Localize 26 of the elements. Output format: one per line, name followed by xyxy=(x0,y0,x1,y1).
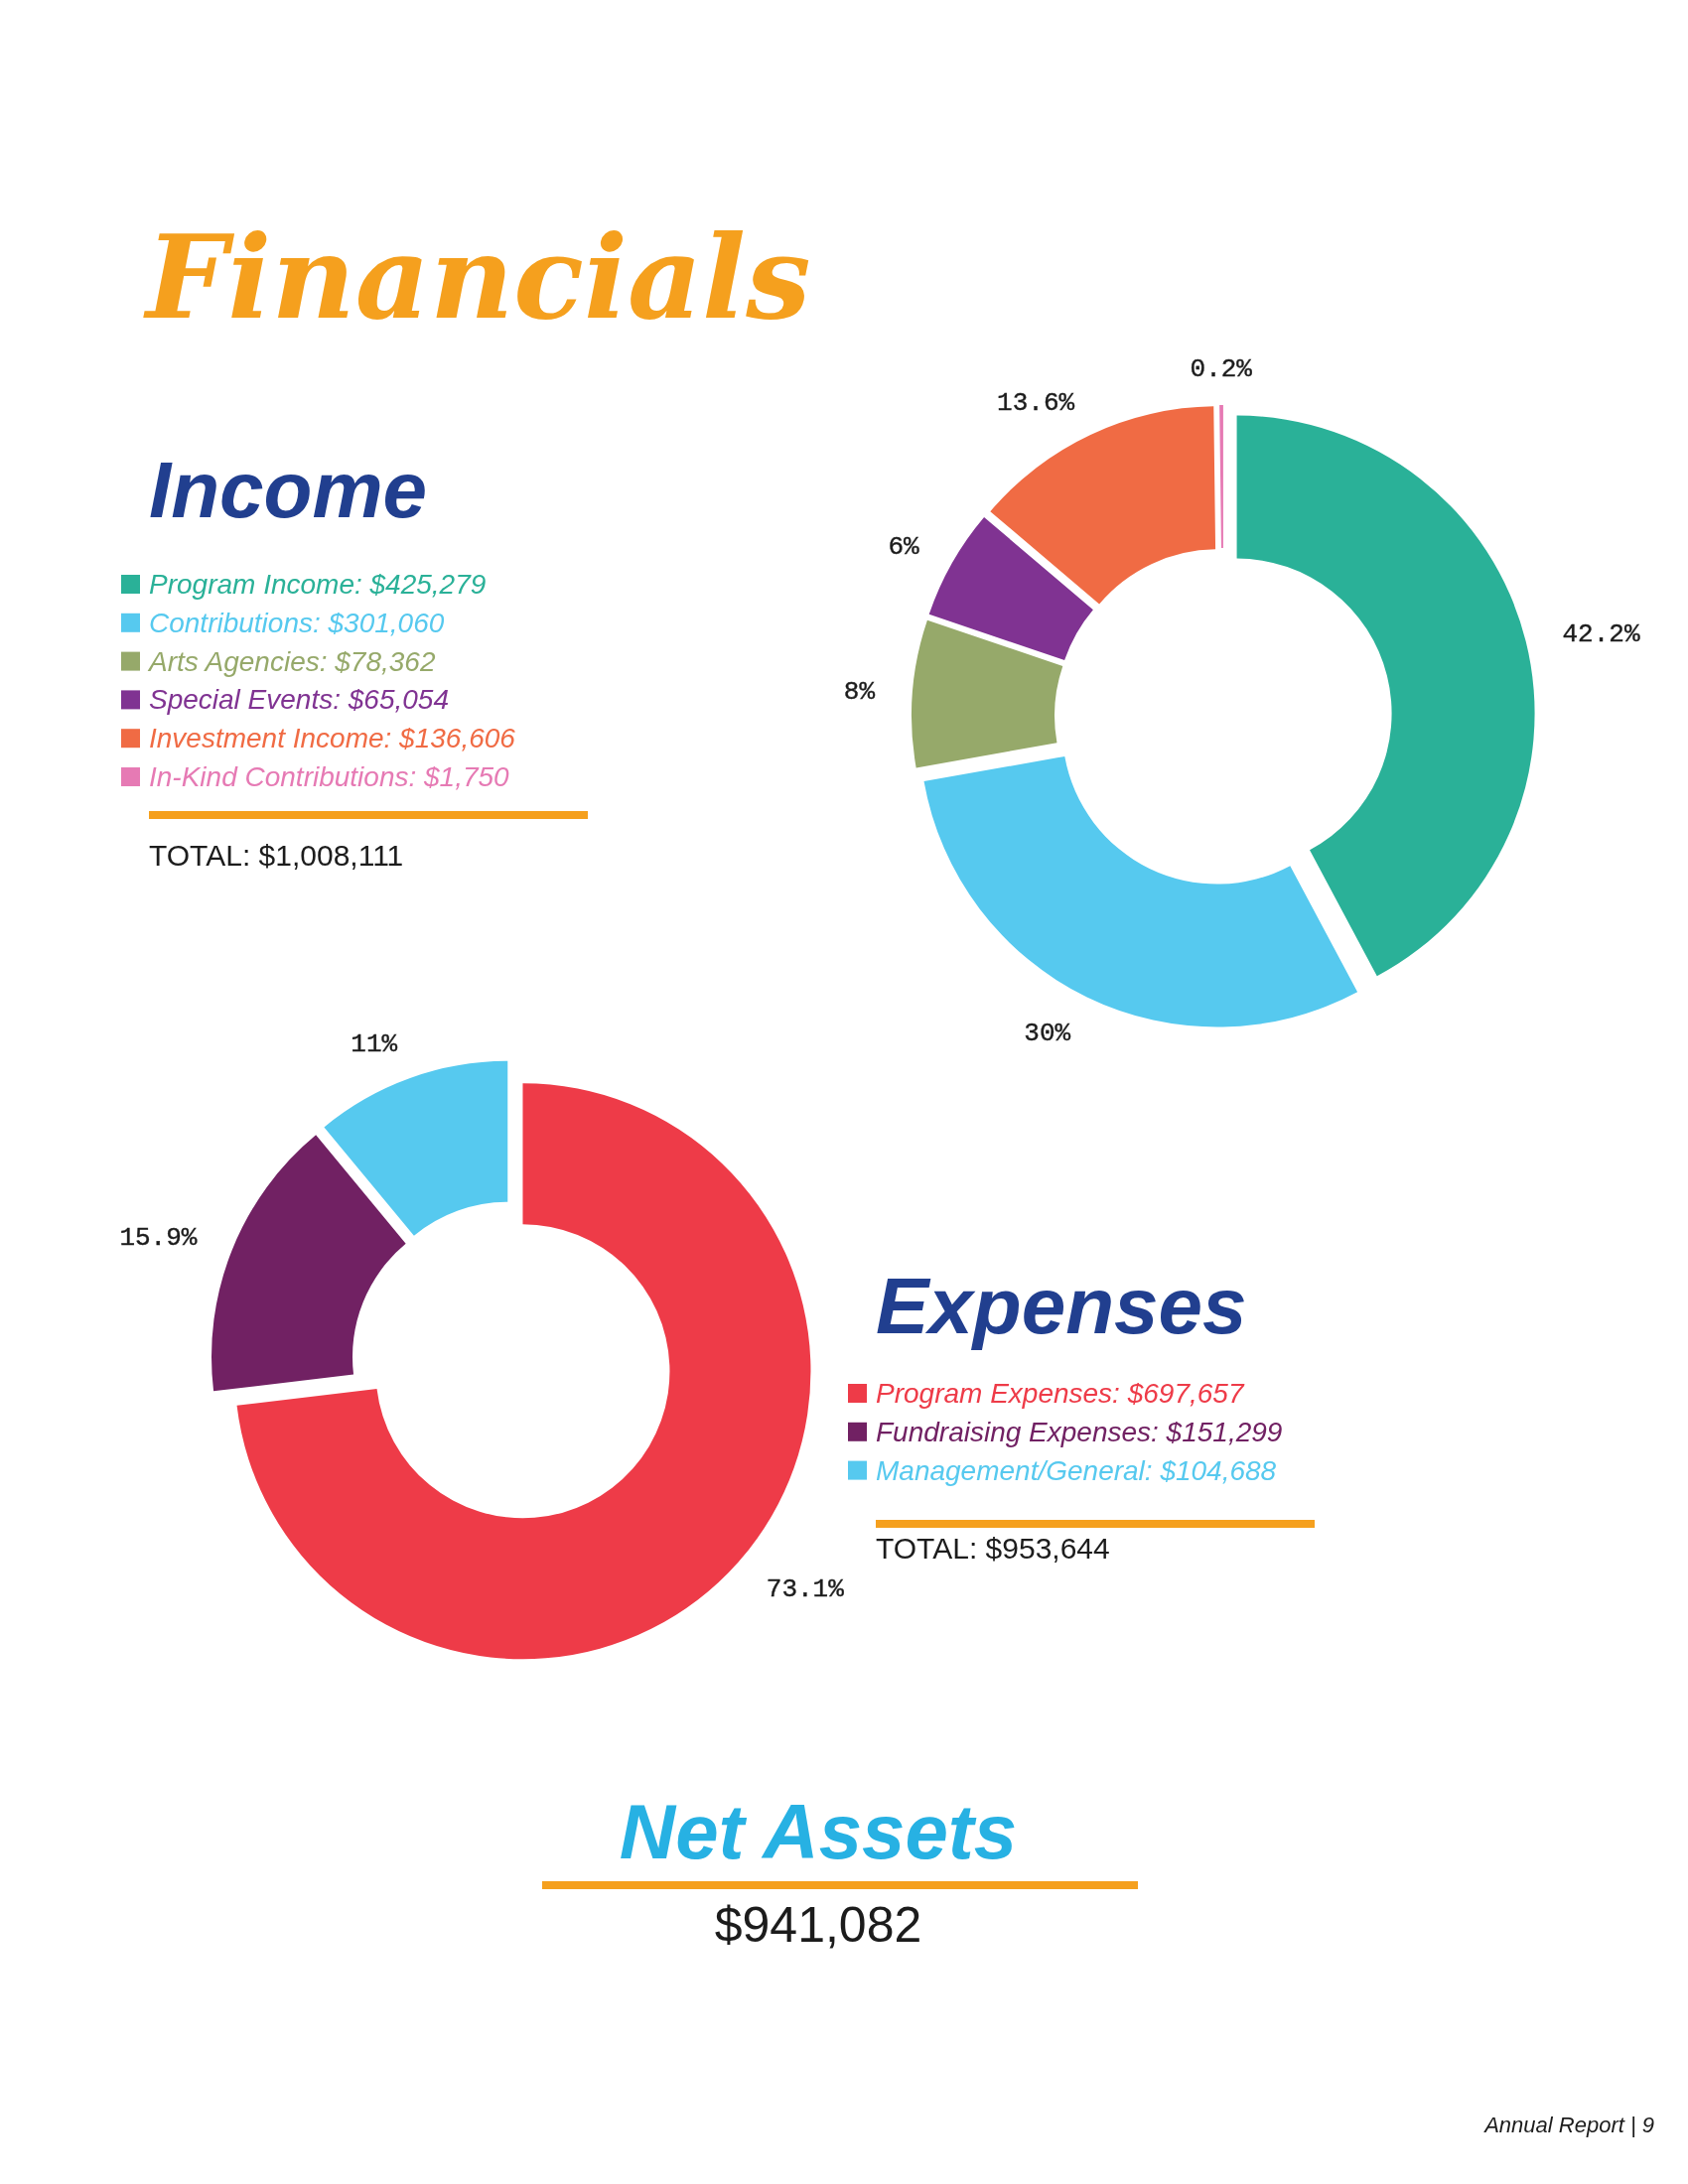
text: Income xyxy=(149,446,428,534)
data-label: 8% xyxy=(843,677,876,708)
text: Expenses xyxy=(876,1262,1247,1350)
data-label: 15.9% xyxy=(119,1223,198,1254)
legend-label: Program Income: $425,279 xyxy=(149,569,487,600)
legend-label: Contributions: $301,060 xyxy=(149,607,445,638)
text: Net Assets xyxy=(619,1788,1018,1875)
legend-label: Special Events: $65,054 xyxy=(149,684,449,716)
legend-label: In-Kind Contributions: $1,750 xyxy=(149,761,510,792)
data-label: 6% xyxy=(888,531,920,562)
data-label: 0.2% xyxy=(1190,354,1253,385)
text: $941,082 xyxy=(714,1897,922,1953)
text: TOTAL: $1,008,111 xyxy=(149,839,404,872)
legend-label: Fundraising Expenses: $151,299 xyxy=(876,1416,1283,1447)
text: Annual Report | 9 xyxy=(1482,2113,1654,2137)
data-label: 42.2% xyxy=(1562,618,1640,649)
data-label: 11% xyxy=(351,1029,398,1060)
legend-label: Investment Income: $136,606 xyxy=(149,723,516,754)
data-label: 30% xyxy=(1024,1018,1071,1048)
text: Financials xyxy=(143,209,811,344)
data-label: 73.1% xyxy=(766,1573,845,1604)
legend-label: Program Expenses: $697,657 xyxy=(876,1378,1245,1409)
data-label: 13.6% xyxy=(997,387,1075,418)
legend-label: Management/General: $104,688 xyxy=(876,1454,1277,1486)
legend-label: Arts Agencies: $78,362 xyxy=(147,645,436,677)
text: TOTAL: $953,644 xyxy=(876,1532,1110,1565)
